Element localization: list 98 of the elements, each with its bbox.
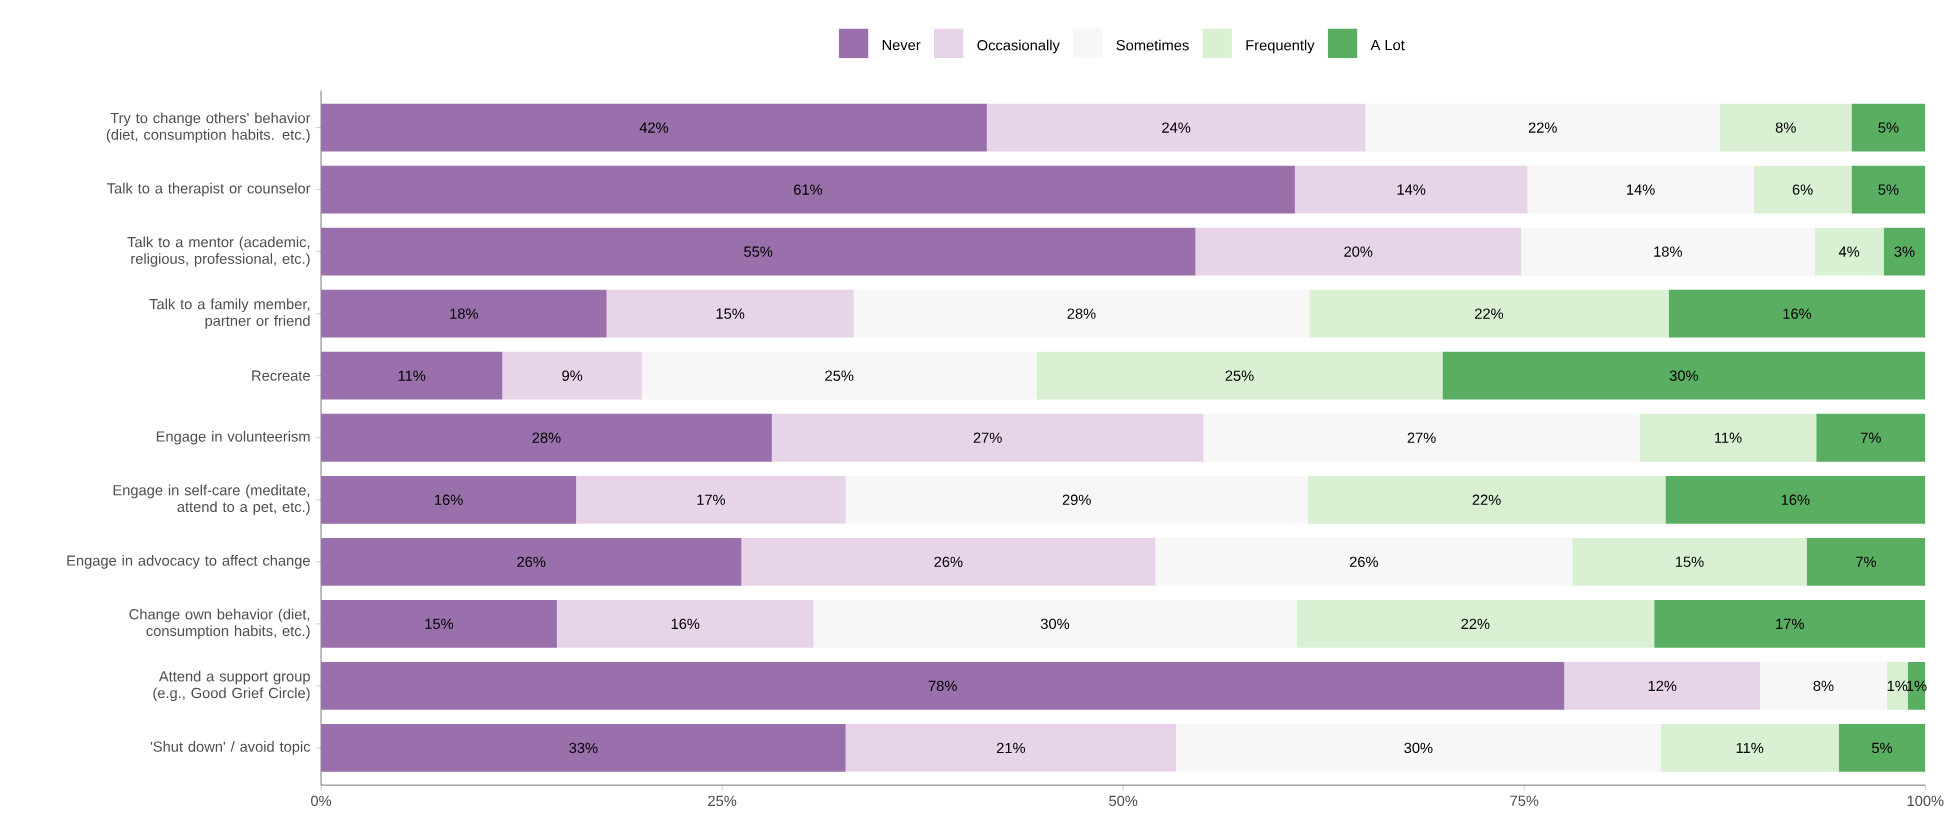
- y-tick-label: 'Shut down' / avoid topic: [150, 741, 311, 755]
- y-tick-label: Talk to a therapist or counselor: [107, 182, 311, 197]
- bar: [321, 289, 607, 338]
- data-label: 14%: [1627, 184, 1655, 195]
- bar: [1851, 165, 1926, 214]
- x-tick-label: 50%: [1109, 795, 1138, 806]
- data-label: 27%: [973, 432, 1002, 443]
- data-label: 22%: [1461, 618, 1490, 629]
- data-label: 22%: [1472, 494, 1501, 505]
- data-label: 61%: [794, 184, 823, 195]
- data-label: 11%: [1736, 742, 1764, 753]
- data-label: 27%: [1407, 432, 1436, 443]
- data-label: 16%: [1781, 494, 1810, 505]
- bar: [321, 103, 987, 152]
- bar: [321, 165, 1295, 214]
- data-label: 26%: [1349, 556, 1378, 567]
- data-label: 20%: [1344, 246, 1373, 257]
- data-label: 30%: [1040, 618, 1070, 629]
- data-label: 55%: [744, 246, 773, 257]
- bar: [1806, 537, 1926, 586]
- data-label: 14%: [1397, 184, 1426, 195]
- data-label: 21%: [996, 742, 1026, 754]
- bar: [321, 351, 503, 400]
- y-tick-label: Engage in self-care (meditate, attend to a pet, etc.): [113, 484, 310, 515]
- data-label: 78%: [928, 680, 957, 692]
- x-tick-label: 0%: [311, 795, 332, 806]
- legend-label: Occasionally: [977, 39, 1060, 54]
- data-label: 26%: [517, 556, 546, 567]
- legend-label: Never: [882, 39, 921, 51]
- y-tick-label: Talk to a family member, partner or friend: [149, 298, 310, 329]
- y-tick-label: Engage in volunteerism: [156, 430, 310, 445]
- bar: [1886, 661, 1908, 710]
- data-label: 11%: [398, 370, 426, 381]
- data-label: 5%: [1872, 742, 1893, 754]
- data-label: 12%: [1648, 680, 1677, 691]
- bar: [1851, 103, 1926, 152]
- data-label: 22%: [1528, 122, 1557, 133]
- bar: [321, 599, 557, 648]
- data-label: 11%: [1714, 432, 1742, 443]
- data-label: 28%: [532, 432, 561, 443]
- bar: [1883, 227, 1926, 276]
- x-tick-label: 75%: [1510, 795, 1539, 806]
- data-label: 22%: [1475, 308, 1504, 319]
- data-label: 5%: [1878, 122, 1899, 133]
- data-label: 24%: [1162, 122, 1191, 133]
- bar: [321, 475, 577, 524]
- bar: [321, 227, 1196, 276]
- y-tick-label: Engage in advocacy to affect change: [67, 554, 310, 569]
- data-label: 15%: [716, 308, 745, 319]
- bar: [321, 723, 846, 772]
- bar: [321, 537, 742, 586]
- data-label: 18%: [450, 308, 478, 319]
- data-label: 25%: [1225, 370, 1254, 381]
- data-label: 6%: [1792, 184, 1813, 195]
- bar: [1442, 351, 1926, 400]
- data-label: 3%: [1894, 246, 1915, 257]
- data-label: 15%: [1675, 556, 1704, 567]
- data-label: 16%: [671, 618, 700, 629]
- data-label: 17%: [1776, 618, 1804, 629]
- bar: [321, 661, 1565, 710]
- x-tick-label: 100%: [1907, 795, 1944, 806]
- bar: [321, 413, 772, 462]
- data-label: 15%: [425, 618, 454, 629]
- bar: [1654, 599, 1926, 648]
- data-label: 8%: [1775, 122, 1796, 133]
- data-label: 4%: [1838, 246, 1860, 257]
- y-tick-label: Change own behavior (diet, consumption habits, etc.): [129, 608, 310, 639]
- data-label: 9%: [562, 370, 583, 381]
- data-label: 16%: [1783, 308, 1812, 319]
- data-label: 25%: [825, 370, 854, 381]
- data-label: 5%: [1878, 184, 1899, 195]
- data-label: 42%: [639, 122, 669, 133]
- data-label: 7%: [1860, 432, 1881, 443]
- legend-label: A Lot: [1370, 39, 1405, 51]
- data-label: 1%: [1887, 680, 1908, 691]
- y-tick-label: Recreate: [252, 370, 310, 381]
- data-label: 30%: [1669, 370, 1699, 381]
- bar: [1816, 413, 1926, 462]
- data-label: 18%: [1654, 246, 1682, 257]
- y-tick-label: Attend a support group (e.g., Good Grief Circle): [153, 670, 310, 701]
- data-label: 8%: [1813, 680, 1834, 692]
- data-label: 33%: [569, 742, 598, 754]
- x-tick-label: 25%: [708, 795, 737, 806]
- y-tick-label: Try to change others' behavior (diet, consumption habits. etc.): [106, 112, 311, 143]
- bar: [1668, 289, 1926, 338]
- bar: [1814, 227, 1884, 276]
- data-label: 7%: [1856, 556, 1877, 567]
- data-label: 30%: [1404, 742, 1433, 754]
- data-label: 29%: [1062, 494, 1091, 505]
- data-label: 28%: [1067, 308, 1096, 319]
- data-label: 26%: [934, 556, 963, 567]
- data-label: 17%: [697, 494, 726, 505]
- data-label: 16%: [435, 494, 463, 505]
- bar: [1838, 723, 1926, 772]
- legend-label: Sometimes: [1116, 39, 1189, 51]
- y-tick-label: Talk to a mentor (academic, religious, professional, etc.): [127, 236, 310, 267]
- bar: [1665, 475, 1926, 524]
- legend-label: Frequently: [1246, 39, 1315, 54]
